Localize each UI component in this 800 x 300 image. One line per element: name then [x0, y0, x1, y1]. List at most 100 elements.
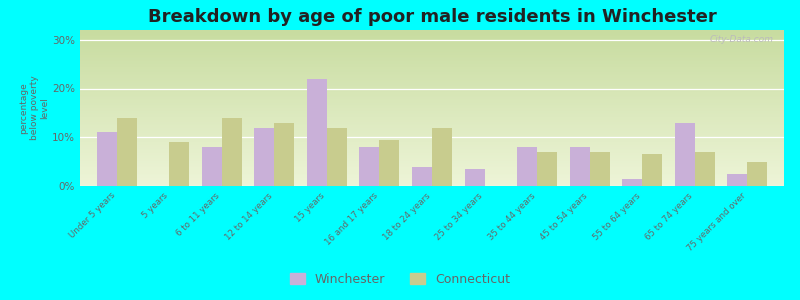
Bar — [80, 116, 784, 117]
Bar — [80, 77, 784, 78]
Bar — [80, 178, 784, 180]
Bar — [80, 44, 784, 46]
Bar — [80, 95, 784, 97]
Bar — [80, 147, 784, 148]
Bar — [694, 152, 714, 186]
Bar — [80, 41, 784, 43]
Bar — [80, 108, 784, 110]
Bar — [80, 127, 784, 128]
Bar — [570, 147, 590, 186]
Bar — [80, 113, 784, 114]
Bar — [80, 141, 784, 142]
Bar — [80, 105, 784, 106]
Bar — [379, 140, 399, 186]
Bar — [80, 66, 784, 68]
Bar — [80, 122, 784, 124]
Bar — [80, 50, 784, 52]
Legend: Winchester, Connecticut: Winchester, Connecticut — [285, 268, 515, 291]
Bar — [80, 131, 784, 133]
Bar — [117, 118, 137, 186]
Bar — [80, 125, 784, 127]
Bar — [674, 123, 694, 186]
Bar — [80, 68, 784, 69]
Bar — [80, 63, 784, 64]
Bar — [80, 158, 784, 160]
Bar — [80, 38, 784, 39]
Bar — [80, 117, 784, 119]
Bar — [80, 150, 784, 152]
Bar — [80, 184, 784, 186]
Bar — [80, 160, 784, 161]
Bar — [80, 114, 784, 116]
Bar — [537, 152, 557, 186]
Bar — [80, 163, 784, 164]
Bar — [80, 148, 784, 150]
Y-axis label: percentage
below poverty
level: percentage below poverty level — [19, 76, 50, 140]
Bar — [80, 144, 784, 146]
Bar — [80, 121, 784, 122]
Bar — [747, 162, 767, 186]
Bar — [80, 80, 784, 82]
Bar — [80, 99, 784, 100]
Bar — [359, 147, 379, 186]
Bar — [274, 123, 294, 186]
Bar — [80, 139, 784, 141]
Bar — [80, 177, 784, 178]
Bar — [80, 72, 784, 74]
Bar — [80, 32, 784, 33]
Bar — [80, 56, 784, 58]
Bar — [80, 156, 784, 158]
Bar — [80, 167, 784, 169]
Bar — [80, 134, 784, 136]
Bar — [412, 167, 432, 186]
Bar — [80, 181, 784, 183]
Bar — [80, 183, 784, 184]
Bar — [80, 153, 784, 155]
Bar — [80, 85, 784, 86]
Bar — [80, 175, 784, 177]
Bar — [80, 70, 784, 72]
Bar — [80, 94, 784, 95]
Bar — [80, 36, 784, 38]
Bar — [622, 179, 642, 186]
Bar — [80, 119, 784, 121]
Bar — [80, 58, 784, 60]
Bar — [97, 132, 117, 186]
Bar — [170, 142, 190, 186]
Bar — [80, 169, 784, 170]
Bar — [80, 136, 784, 138]
Bar — [80, 33, 784, 35]
Bar — [80, 124, 784, 125]
Bar — [80, 78, 784, 80]
Bar — [80, 172, 784, 173]
Bar — [80, 82, 784, 83]
Bar — [80, 142, 784, 144]
Bar — [80, 61, 784, 63]
Bar — [727, 174, 747, 186]
Bar — [80, 49, 784, 50]
Bar — [80, 173, 784, 175]
Bar — [80, 180, 784, 181]
Text: City-Data.com: City-Data.com — [710, 35, 774, 44]
Bar — [80, 74, 784, 75]
Bar — [80, 164, 784, 166]
Bar — [80, 88, 784, 89]
Bar — [80, 100, 784, 102]
Bar — [80, 170, 784, 172]
Bar — [80, 30, 784, 31]
Bar — [222, 118, 242, 186]
Bar — [432, 128, 452, 186]
Bar — [80, 130, 784, 131]
Bar — [327, 128, 347, 186]
Bar — [80, 47, 784, 49]
Bar — [80, 128, 784, 130]
Title: Breakdown by age of poor male residents in Winchester: Breakdown by age of poor male residents … — [148, 8, 716, 26]
Bar — [80, 52, 784, 53]
Bar — [80, 92, 784, 94]
Bar — [80, 103, 784, 105]
Bar — [80, 166, 784, 167]
Bar — [80, 97, 784, 99]
Bar — [80, 133, 784, 134]
Bar — [80, 75, 784, 77]
Bar — [80, 69, 784, 70]
